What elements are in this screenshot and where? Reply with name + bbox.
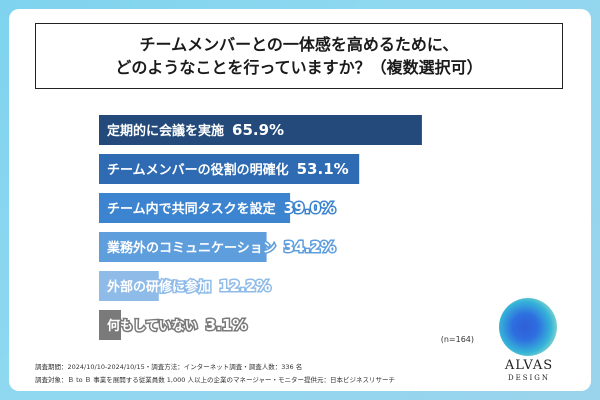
- title-line-2: どのようなことを行っていますか？（複数選択可）: [115, 58, 483, 77]
- brand-logo-subtitle: DESIGN: [508, 374, 550, 382]
- survey-info-line-2: 調査対象：Ｂ to Ｂ 事業を展開する従業員数 1,000 人以上の企業のマネー…: [35, 376, 396, 384]
- bar-3: [99, 193, 291, 223]
- brand-logo-name: ALVAS: [504, 358, 554, 373]
- bar-value-3: 39.0%: [284, 199, 336, 217]
- bar-1: [99, 115, 422, 145]
- bar-label-3: チーム内で共同タスクを設定 39.0%: [107, 199, 336, 217]
- survey-info-line-1: 調査期間：2024/10/10-2024/10/15・調査方法：インターネット調…: [35, 363, 303, 371]
- bar-value-2: 53.1%: [297, 160, 349, 178]
- bar-value-5: 12.2%: [219, 277, 271, 295]
- bar-label-2: チームメンバーの役割の明確化 53.1%: [107, 160, 349, 178]
- bar-6: [99, 310, 121, 340]
- bar-label-6: 何もしていない 3.1%: [107, 316, 247, 334]
- bar-label-4: 業務外のコミュニケーション 34.2%: [106, 238, 336, 256]
- brand-logo-orb: [499, 298, 557, 356]
- bar-2: [99, 154, 360, 184]
- sample-size-note: (n=164): [440, 335, 474, 344]
- bar-chart: 定期的に会議を実施 65.9% チームメンバーの役割の明確化 53.1% チーム内で共同…: [99, 115, 422, 340]
- question-title-box: チームメンバーとの一体感を高めるために、 どのようなことを行っていますか？（複数…: [35, 23, 563, 89]
- bar-5: [99, 271, 159, 301]
- bar-label-1: 定期的に会議を実施 65.9%: [106, 121, 284, 139]
- title-line-1: チームメンバーとの一体感を高めるために、: [139, 35, 459, 54]
- bar-value-4: 34.2%: [284, 238, 336, 256]
- content-card: チームメンバーとの一体感を高めるために、 どのようなことを行っていますか？（複数…: [9, 9, 591, 391]
- bar-value-6: 3.1%: [206, 316, 248, 334]
- bar-label-5: 外部の研修に参加 12.2%: [106, 277, 271, 295]
- bar-value-1: 65.9%: [232, 121, 284, 139]
- bar-4: [99, 232, 267, 262]
